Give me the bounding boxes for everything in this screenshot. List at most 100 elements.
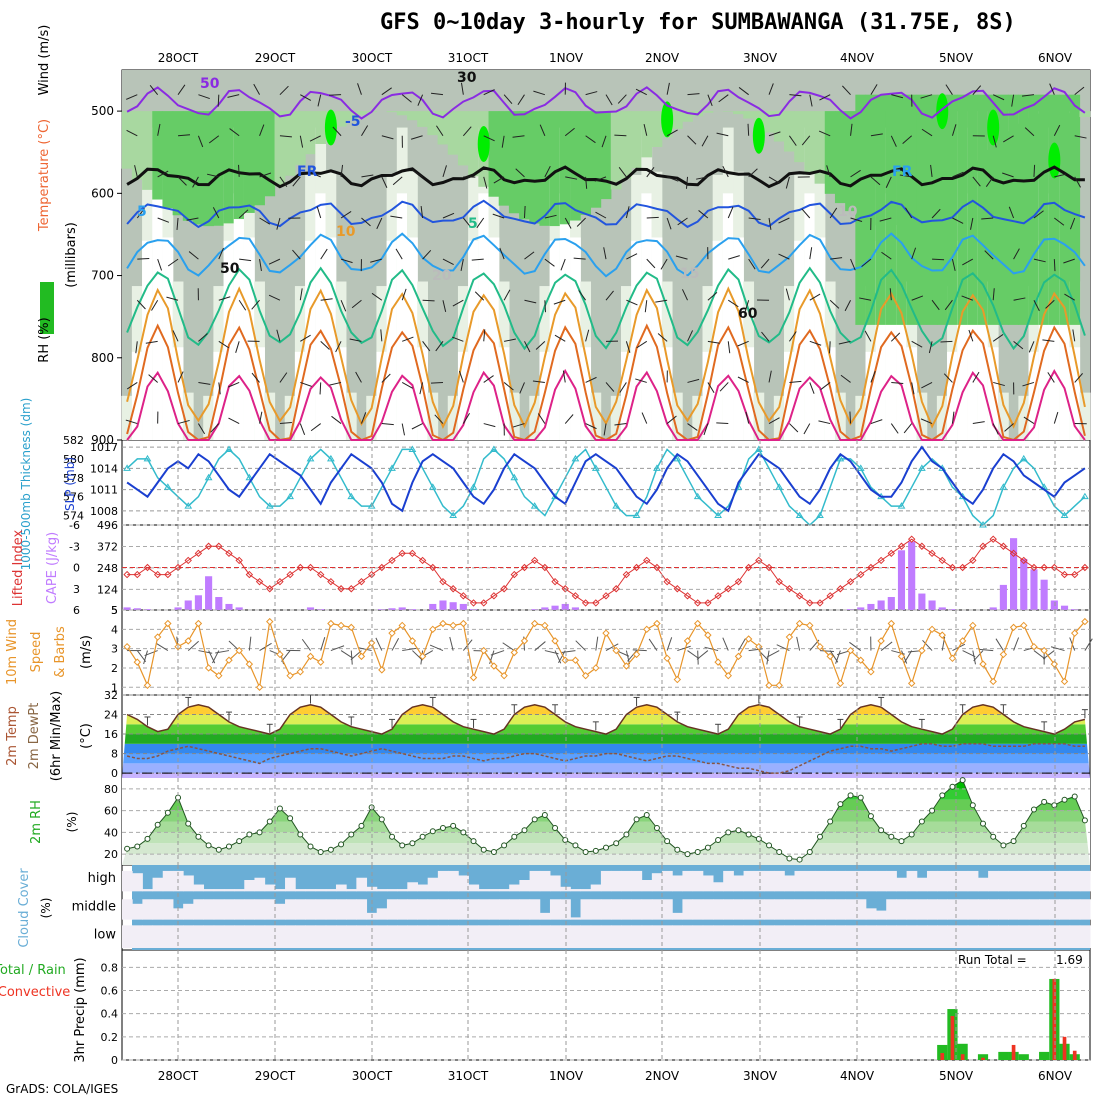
li-tick-label: -3: [69, 540, 80, 553]
wind-barb: [462, 126, 472, 137]
temp-tick-label: 0: [111, 767, 118, 780]
wind-barb: [636, 340, 648, 349]
wind-barb: [259, 124, 265, 136]
cloud-clear-middle: [1018, 899, 1030, 920]
li-point: [418, 556, 427, 565]
cloud-clear-low: [132, 925, 143, 948]
surface-wind-barb: [973, 650, 984, 662]
rh-point: [674, 846, 681, 853]
rh-point: [704, 844, 711, 851]
wind-barb: [962, 258, 974, 266]
cloud-clear-middle: [509, 899, 520, 920]
wind-barb: [768, 131, 781, 137]
wind-barb: [483, 329, 486, 342]
wind-barb: [206, 173, 219, 178]
rh-moist-column: [590, 111, 602, 208]
thickness-point: [469, 483, 478, 490]
cape-bar: [877, 600, 885, 610]
rh-point: [582, 848, 589, 855]
cloud-clear-middle: [865, 908, 877, 920]
cloud-clear-low: [621, 925, 632, 948]
cloud-clear-low: [427, 925, 439, 948]
wind-barb: [474, 291, 485, 301]
cloud-clear-low: [213, 925, 225, 948]
cloud-clear-high: [295, 889, 306, 892]
wind-barb: [1011, 94, 1015, 107]
wind-barb: [381, 373, 391, 383]
li-point: [704, 599, 712, 607]
rh-dry-column: [203, 395, 215, 440]
cloud-clear-high: [468, 884, 480, 892]
wind-barb: [380, 329, 383, 342]
wind-barb: [972, 176, 981, 187]
cloud-clear-middle: [723, 899, 734, 920]
wind-barb: [992, 135, 997, 148]
li-point: [306, 563, 315, 572]
wind-barb: [891, 381, 904, 384]
rh-moist-column: [865, 94, 877, 325]
rh-very-dry-column: [865, 351, 877, 440]
wind-barb: [198, 381, 211, 385]
cloud-clear-middle: [590, 899, 602, 920]
li-point: [571, 592, 580, 600]
li-line: [127, 538, 1086, 604]
cloud-clear-low: [855, 925, 867, 948]
wind-barb: [911, 382, 915, 395]
cloud-clear-low: [702, 925, 714, 948]
wind-barb: [340, 300, 347, 312]
rh-moist-column: [121, 111, 133, 169]
wind-barb: [1063, 258, 1075, 264]
rh-dry-column: [345, 392, 357, 440]
wind-barb: [402, 336, 414, 342]
wind-speed-point: [765, 681, 773, 690]
wind-speed-point: [877, 637, 885, 645]
wind-barb: [145, 340, 158, 344]
wind-barb: [687, 135, 697, 145]
thickness-point: [163, 483, 172, 490]
cape-bar: [867, 603, 875, 610]
wind-barb: [483, 135, 495, 142]
rh-dry-column: [529, 395, 541, 440]
cloud-clear-low: [947, 925, 959, 948]
rh-very-dry-column: [824, 347, 836, 440]
cape-bar: [541, 607, 549, 610]
wind-barb: [157, 217, 170, 223]
cloud-clear-middle: [682, 899, 694, 920]
wind-speed-point: [123, 642, 131, 651]
li-point: [276, 577, 284, 586]
li-point: [449, 585, 457, 593]
wind-barb: [251, 299, 260, 310]
rh-tick-label: 40: [104, 826, 118, 839]
surface-wind-barb: [904, 650, 913, 663]
wind-speed-point: [989, 677, 997, 686]
surface-wind-barb: [995, 638, 1004, 651]
temp-ylabel: 2m Temp: [5, 706, 20, 766]
cloud-clear-low: [1008, 925, 1020, 948]
wind-barb: [920, 418, 933, 425]
cloud-clear-low: [356, 925, 368, 948]
cloud-clear-high: [478, 889, 490, 892]
rh-moist-column: [1079, 111, 1091, 118]
surface-wind-barb: [375, 637, 383, 651]
wind-barb: [879, 217, 892, 222]
wind-barb: [585, 376, 597, 383]
cloud-clear-middle: [855, 899, 867, 920]
cloud-clear-high: [417, 884, 429, 892]
wind-tick-label: 5: [111, 604, 118, 617]
cape-tick-label: 496: [97, 519, 118, 532]
wind-barb: [126, 94, 138, 100]
thickness-point: [347, 492, 356, 500]
surface-wind-barb: [849, 641, 862, 651]
cape-bar: [857, 607, 865, 610]
rh-point: [1041, 798, 1048, 805]
wind-barb: [870, 176, 881, 186]
rh-moist-column: [447, 111, 459, 155]
cloud-clear-middle: [672, 912, 683, 920]
wind-barb: [340, 258, 353, 264]
wind-barb: [499, 247, 505, 260]
wind-barb: [126, 129, 138, 137]
cloud-clear-high: [1039, 870, 1050, 892]
wind-barb: [985, 176, 994, 188]
cloud-clear-middle: [315, 899, 327, 920]
rh-moist-column: [162, 111, 174, 209]
